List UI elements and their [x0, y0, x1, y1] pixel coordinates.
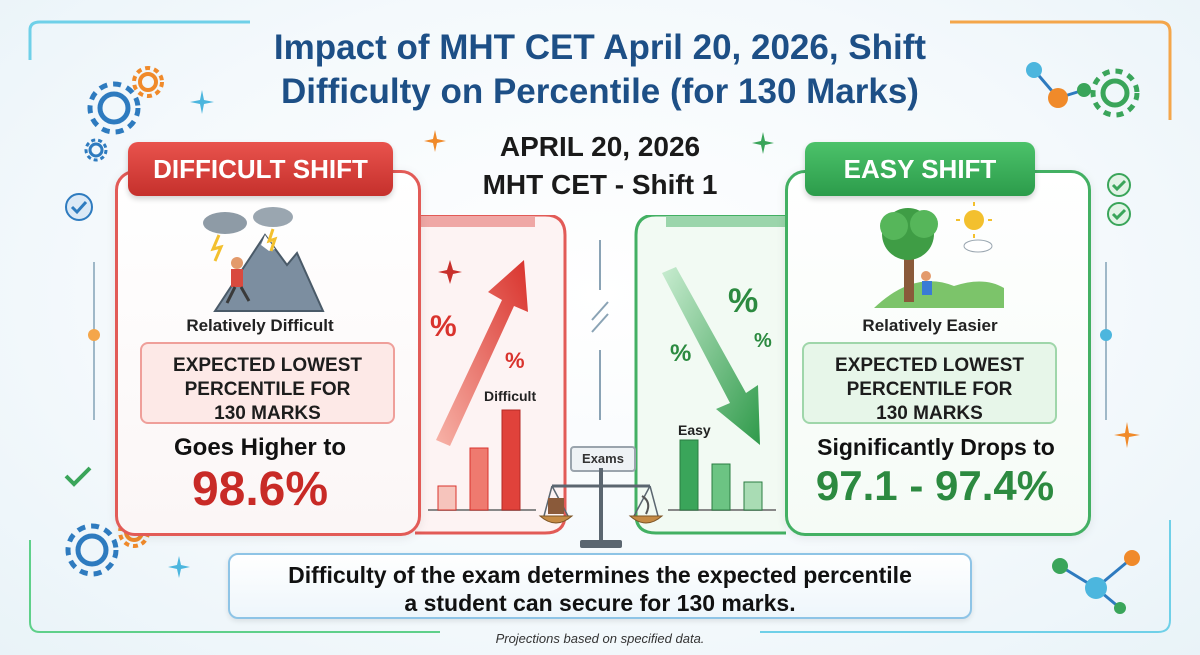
conclusion-banner: Difficulty of the exam determines the ex… — [228, 553, 972, 619]
easy-level-label: Relatively Easier — [862, 316, 998, 335]
page-title: Impact of MHT CET April 20, 2026, Shift … — [150, 26, 1050, 114]
rising-arrow-icon — [436, 260, 528, 446]
easy-expected-box: EXPECTED LOWEST PERCENTILE FOR 130 MARKS — [802, 342, 1057, 424]
sparkle-icon — [752, 132, 774, 154]
difficult-percentile-value: 98.6% — [191, 463, 329, 516]
difficult-bar-3 — [501, 409, 521, 511]
difficult-box-line-1: EXPECTED LOWEST — [173, 355, 362, 376]
easy-bars — [668, 439, 776, 511]
easy-trend-text: Significantly Drops to — [817, 434, 1055, 460]
exam-shift: MHT CET - Shift 1 — [482, 169, 718, 200]
gear-icon — [84, 66, 164, 162]
percent-symbol-easy-small-2: % — [754, 330, 772, 352]
title-line-1: Impact of MHT CET April 20, 2026, Shift — [273, 28, 927, 67]
difficult-bars — [428, 409, 536, 511]
sparkle-icon — [168, 556, 190, 578]
exam-date: APRIL 20, 2026 — [499, 131, 701, 162]
footnote: Projections based on specified data. — [495, 631, 705, 646]
easy-shift-ribbon: EASY SHIFT — [805, 142, 1035, 196]
difficult-bar-1 — [437, 485, 457, 511]
easy-box-line-1: EXPECTED LOWEST — [835, 355, 1024, 376]
exam-date-heading: APRIL 20, 2026 MHT CET - Shift 1 — [430, 128, 770, 204]
mountain-climber-icon — [203, 207, 325, 312]
easy-box-line-3: 130 MARKS — [876, 403, 983, 424]
percent-symbol-difficult: % — [430, 310, 457, 343]
easy-bar-1 — [679, 439, 699, 511]
check-icon — [65, 193, 93, 221]
sparkle-icon — [190, 90, 214, 114]
check-icon — [64, 466, 92, 487]
difficult-bar-2 — [469, 447, 489, 511]
difficult-trend-text: Goes Higher to — [173, 434, 347, 461]
balance-scale-icon — [538, 468, 664, 548]
gear-icon — [1090, 68, 1140, 118]
divider-marks — [591, 240, 609, 420]
percent-symbol-difficult-small: % — [505, 348, 525, 373]
title-line-2: Difficulty on Percentile (for 130 Marks) — [281, 72, 919, 111]
difficult-level-label: Relatively Difficult — [186, 316, 334, 335]
relaxing-tree-icon — [874, 202, 1004, 308]
difficult-chart-label: Difficult — [484, 388, 537, 404]
percent-symbol-easy-small: % — [670, 340, 692, 367]
banner-line-1: Difficulty of the exam determines the ex… — [288, 562, 912, 588]
molecule-icon — [1026, 62, 1091, 108]
easy-bar-2 — [711, 463, 731, 511]
check-icon — [1107, 173, 1131, 226]
sparkle-icon — [424, 130, 446, 152]
easy-chart-label: Easy — [678, 422, 711, 438]
difficult-expected-box: EXPECTED LOWEST PERCENTILE FOR 130 MARKS — [140, 342, 395, 424]
easy-percentile-value: 97.1 - 97.4% — [815, 462, 1055, 509]
easy-bar-3 — [743, 481, 763, 511]
falling-arrow-icon — [662, 267, 760, 445]
molecule-icon — [1052, 550, 1140, 614]
easy-box-line-2: PERCENTILE FOR — [846, 379, 1013, 400]
percent-symbol-easy: % — [728, 282, 759, 320]
sparkle-icon — [1114, 422, 1140, 448]
difficult-box-line-2: PERCENTILE FOR — [184, 379, 351, 400]
difficult-box-line-3: 130 MARKS — [214, 403, 321, 424]
difficult-chart-wing — [415, 215, 567, 535]
banner-line-2: a student can secure for 130 marks. — [404, 590, 796, 616]
difficult-shift-ribbon: DIFFICULT SHIFT — [128, 142, 393, 196]
